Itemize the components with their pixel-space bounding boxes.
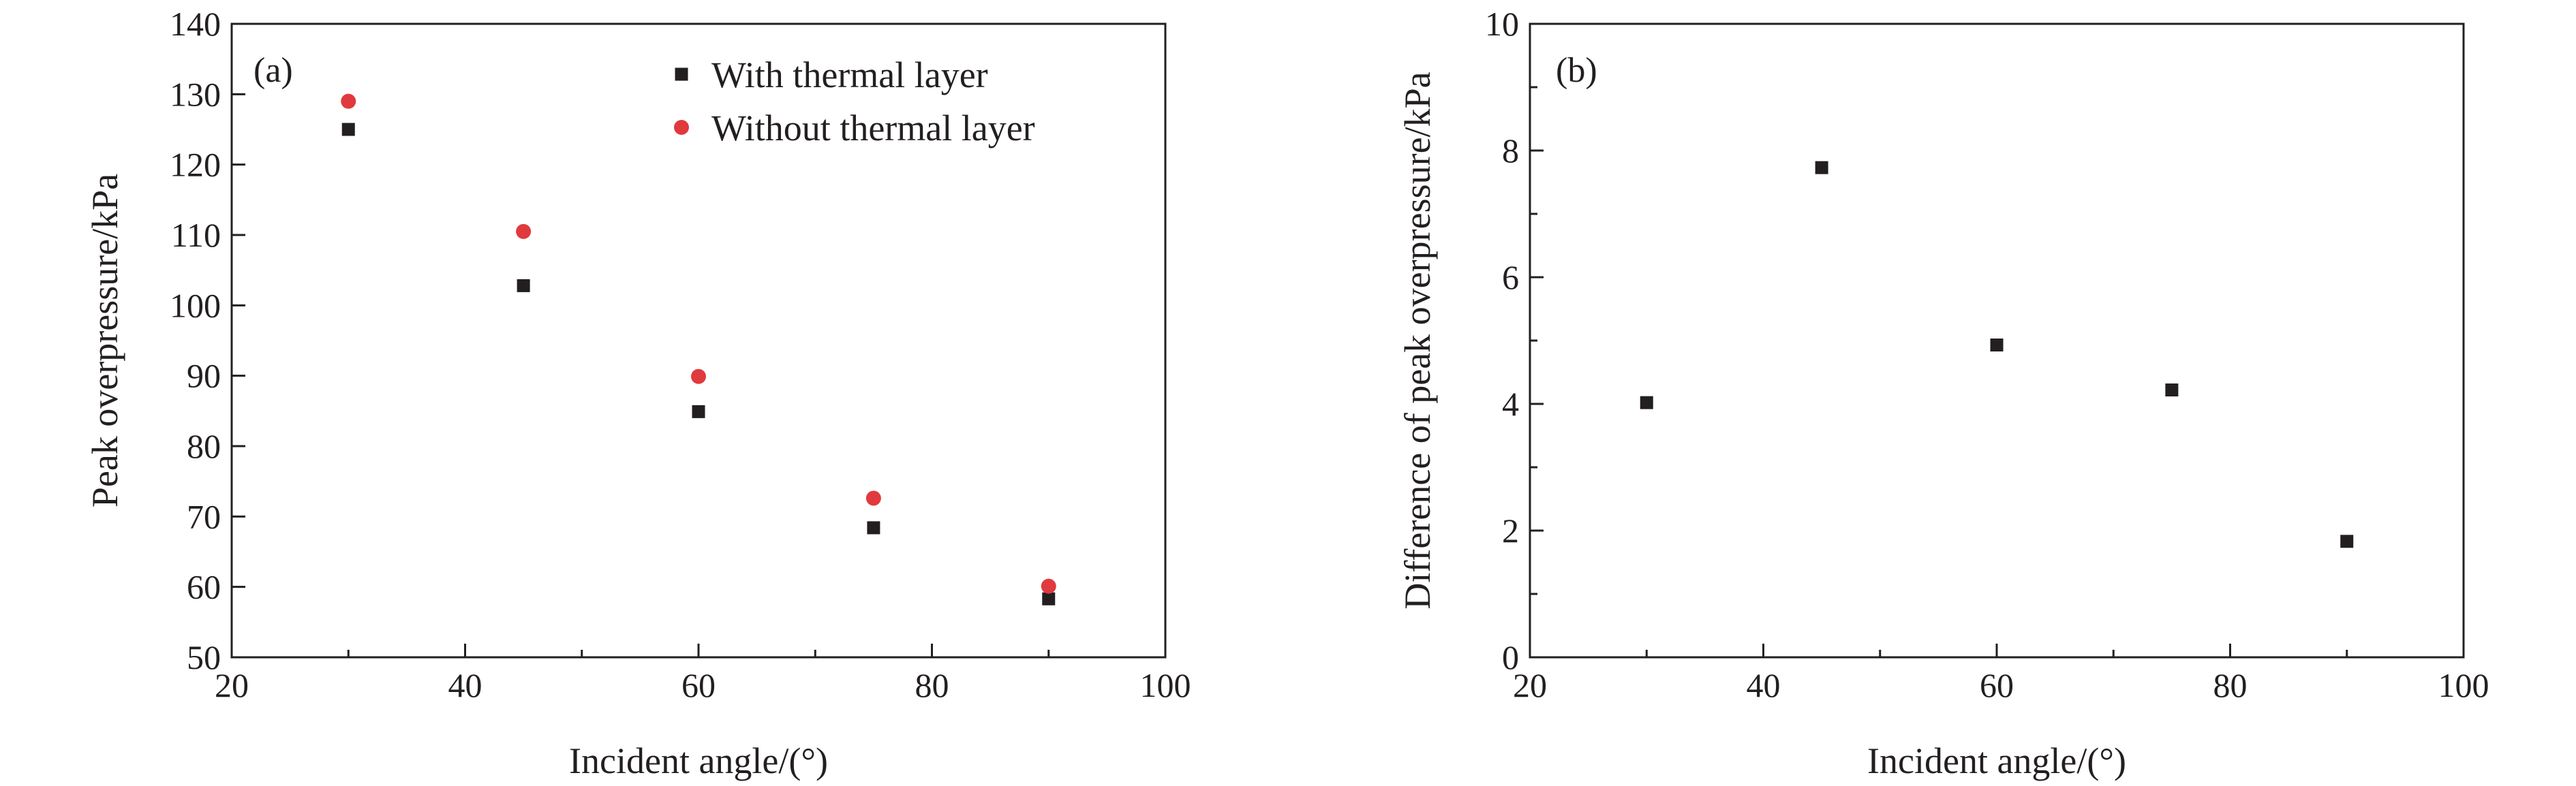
panel-b-series-1-point [1990, 339, 2004, 352]
panel-b-x-tick-label: 80 [2213, 666, 2248, 704]
panel-a-series-2-point [1041, 578, 1056, 594]
panel-a-series-1-point [341, 123, 355, 136]
panel-a-y-tick-label: 50 [187, 638, 221, 676]
panel-a-series-2-point [865, 490, 881, 506]
panel-a-x-tick-label: 40 [448, 666, 482, 704]
panel-a-legend-marker-1 [675, 67, 688, 81]
panel-a-y-tick-label: 120 [170, 146, 221, 184]
panel-a-series-2-point [516, 223, 532, 239]
panel-b-series-1-point [2165, 383, 2179, 397]
panel-a-x-tick-label: 100 [1140, 666, 1191, 704]
panel-a-series-1-point [517, 279, 530, 292]
panel-b-y-axis-title: Difference of peak overpressure/kPa [1397, 72, 1438, 609]
panel-a-y-tick-label: 130 [170, 75, 221, 113]
panel-b-marks [1640, 161, 2354, 548]
panel-b-series-1-point [2340, 535, 2354, 548]
panel-a-y-tick-label: 80 [187, 427, 221, 465]
panel-a-x-axis-title: Incident angle/(°) [569, 740, 828, 781]
panel-a-y-tick-label: 90 [187, 357, 221, 395]
panel-a-legend: With thermal layer Without thermal layer [674, 54, 1035, 148]
panel-b-y-tick-label: 2 [1502, 512, 1519, 550]
panel-a-series-1-point [1042, 592, 1056, 606]
panel-a-marks [341, 93, 1056, 606]
panel-a-y-tick-label: 70 [187, 497, 221, 535]
panel-a-x-tick-label: 80 [915, 666, 949, 704]
panel-a-legend-marker-2 [674, 120, 689, 135]
panel-a-y-axis-title: Peak overpressure/kPa [85, 174, 125, 507]
panel-b-x-axis-title: Incident angle/(°) [1867, 740, 2126, 781]
panel-b-y-tick-label: 0 [1502, 638, 1519, 676]
panel-a-x-tick-label: 20 [215, 666, 249, 704]
panel-a-chart: (a) Incident angle/(°) Peak overpressure… [85, 5, 1191, 781]
panel-b-x-tick-label: 60 [1980, 666, 2014, 704]
panel-b-series-1-point [1640, 396, 1653, 409]
panel-a-y-tick-label: 60 [187, 568, 221, 606]
panel-b-y-tick-label: 4 [1502, 385, 1519, 423]
panel-a-legend-label-2: Without thermal layer [711, 108, 1035, 148]
panel-a-y-tick-label: 140 [170, 5, 221, 43]
panel-b-y-tick-label: 10 [1485, 5, 1519, 43]
panel-b-x-tick-label: 40 [1747, 666, 1781, 704]
panel-a-series-1-point [692, 405, 705, 418]
panel-a-series-2-point [691, 368, 706, 384]
panel-a-legend-label-1: With thermal layer [711, 54, 988, 95]
panel-a-y-tick-label: 100 [170, 286, 221, 324]
panel-a-series-1-point [867, 521, 880, 535]
panel-a-label: (a) [254, 51, 293, 90]
panel-b-y-tick-label: 8 [1502, 131, 1519, 170]
panel-a-ticks: 20 40 60 80 100 50 60 70 80 90 100 110 120 130 140 [170, 5, 1191, 704]
panel-a-x-tick-label: 60 [681, 666, 716, 704]
panel-b-chart: (b) Incident angle/(°) Difference of pea… [1397, 5, 2489, 781]
panel-b-y-tick-label: 6 [1502, 258, 1519, 296]
panel-a-y-tick-label: 110 [171, 216, 221, 254]
panel-b-x-tick-label: 100 [2438, 666, 2489, 704]
panel-b-label: (b) [1556, 51, 1597, 90]
panel-b-ticks: 20 40 60 80 100 0 2 4 6 8 10 [1485, 5, 2489, 704]
panel-a-series-2-point [341, 93, 356, 109]
panel-b-series-1-point [1815, 161, 1828, 174]
panel-b-x-tick-label: 20 [1513, 666, 1547, 704]
